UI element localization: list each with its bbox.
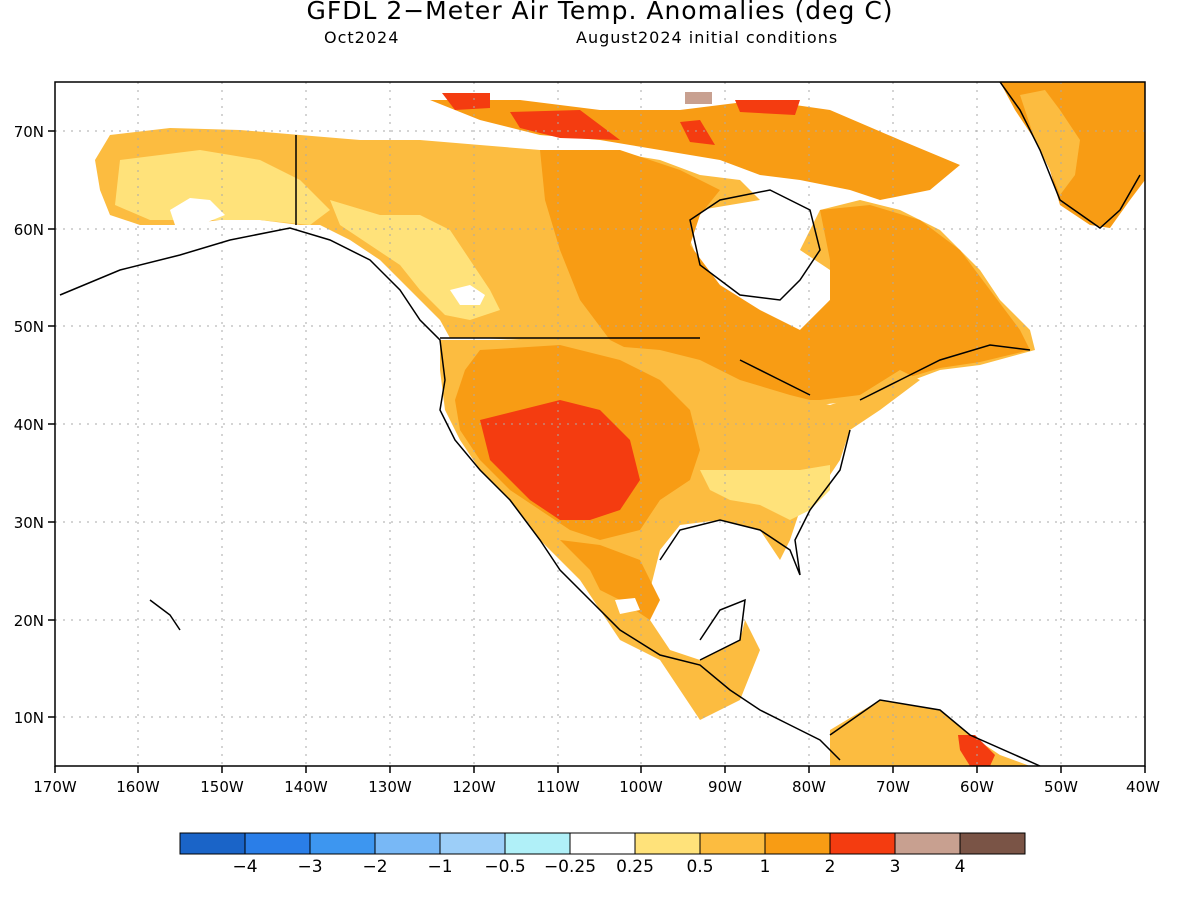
colorbar-label: 2 xyxy=(825,857,836,877)
colorbar-label: −1 xyxy=(427,857,452,877)
colorbar-swatch xyxy=(439,832,506,855)
lon-label: 160W xyxy=(116,778,160,796)
lon-label: 120W xyxy=(452,778,496,796)
coastlines xyxy=(59,82,1141,766)
lon-label: 110W xyxy=(536,778,580,796)
colorbar-label: −4 xyxy=(232,857,257,877)
anomaly-fields xyxy=(95,82,1145,766)
lon-label: 40W xyxy=(1126,778,1160,796)
lon-label: 50W xyxy=(1044,778,1078,796)
lon-label: 60W xyxy=(960,778,994,796)
anomaly-region-south-america xyxy=(830,700,1030,766)
map-title: GFDL 2−Meter Air Temp. Anomalies (deg C) xyxy=(306,0,894,25)
lon-label: 80W xyxy=(792,778,826,796)
anomaly-region-south-america-red xyxy=(958,735,995,766)
colorbar-label: −0.25 xyxy=(544,857,596,877)
anomaly-region-arctic-red-1 xyxy=(442,93,490,110)
lon-tick-marks xyxy=(54,766,1146,773)
lon-label: 130W xyxy=(368,778,412,796)
colorbar-swatch xyxy=(634,832,701,855)
anomaly-region-arctic-red-4 xyxy=(735,100,800,115)
anomaly-region-greenland-light xyxy=(1020,90,1080,195)
anomaly-region-southeast-light xyxy=(700,465,830,520)
lat-label: 20N xyxy=(14,612,44,630)
colorbar-swatch xyxy=(699,832,766,855)
lat-labels: 70N 60N 50N 40N 30N 20N 10N xyxy=(14,123,44,727)
colorbar-label: −2 xyxy=(362,857,387,877)
lon-label: 100W xyxy=(619,778,663,796)
colorbar-label: 0.5 xyxy=(686,857,713,877)
colorbar-swatch xyxy=(374,832,441,855)
colorbar-label: 0.25 xyxy=(616,857,654,877)
colorbar-swatch xyxy=(244,832,311,855)
colorbar-label: 1 xyxy=(760,857,771,877)
valid-month: Oct2024 xyxy=(324,28,400,47)
colorbar-swatch xyxy=(504,832,571,855)
lon-label: 150W xyxy=(200,778,244,796)
colorbar-label: −3 xyxy=(297,857,322,877)
anomaly-region-arctic-red-3 xyxy=(680,120,715,145)
anomaly-region-bc-neutral xyxy=(450,285,485,305)
lon-labels: 170W 160W 150W 140W 130W 120W 110W 100W … xyxy=(33,778,1160,796)
colorbar-label: 4 xyxy=(955,857,966,877)
anomaly-region-alaska-neutral xyxy=(170,198,225,225)
colorbar-label: 3 xyxy=(890,857,901,877)
lat-label: 30N xyxy=(14,514,44,532)
colorbar-swatch xyxy=(569,832,636,855)
anomaly-region-mexico-neutral xyxy=(615,598,640,614)
colorbar-label: −0.5 xyxy=(484,857,525,877)
colorbar-swatch xyxy=(959,832,1026,855)
colorbar-swatch xyxy=(309,832,376,855)
lon-label: 170W xyxy=(33,778,77,796)
lat-label: 40N xyxy=(14,416,44,434)
initial-conditions: August2024 initial conditions xyxy=(576,28,839,47)
lon-label: 70W xyxy=(876,778,910,796)
anomaly-region-arctic-red-2 xyxy=(510,110,620,140)
lat-label: 50N xyxy=(14,318,44,336)
lon-label: 140W xyxy=(284,778,328,796)
colorbar-swatch xyxy=(829,832,896,855)
lat-label: 70N xyxy=(14,123,44,141)
lat-label: 60N xyxy=(14,221,44,239)
lon-label: 90W xyxy=(708,778,742,796)
colorbar-swatch xyxy=(764,832,831,855)
lat-label: 10N xyxy=(14,709,44,727)
colorbar-swatch xyxy=(179,832,246,855)
lat-tick-marks xyxy=(48,130,55,718)
colorbar-legend: −4 −3 −2 −1 −0.5 −0.25 0.25 0.5 1 2 3 4 xyxy=(179,832,1026,877)
anomaly-region-arctic-high xyxy=(685,92,712,104)
graticule xyxy=(55,82,1145,766)
colorbar-swatch xyxy=(894,832,961,855)
anomaly-region-southwest-red xyxy=(480,400,640,520)
